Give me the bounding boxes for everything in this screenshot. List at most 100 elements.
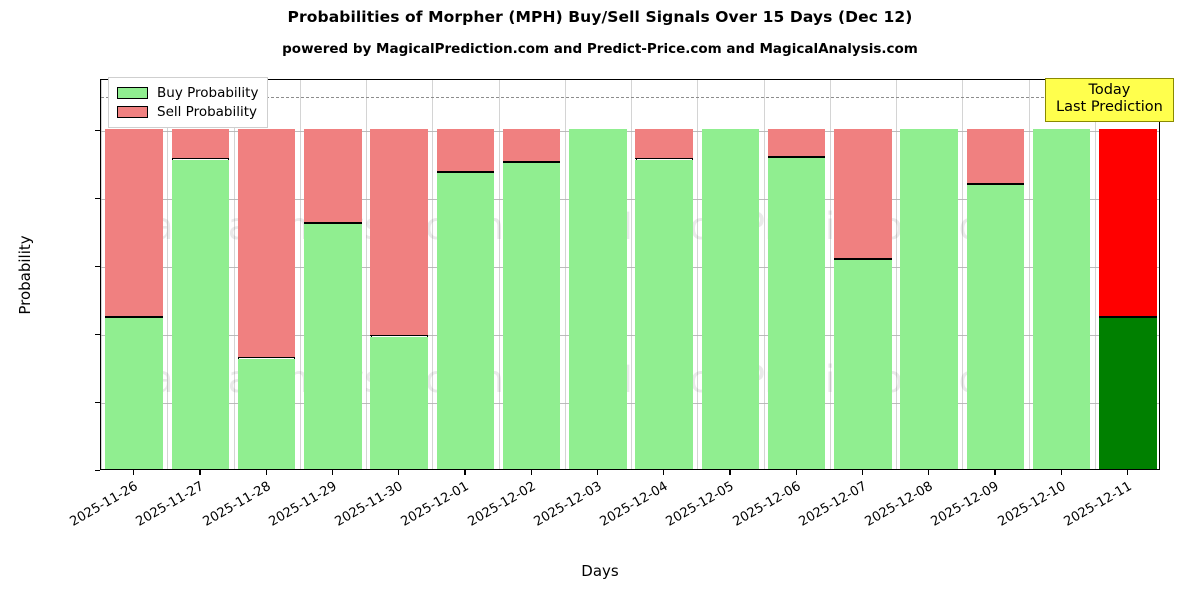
y-tick-mark-40: [95, 334, 100, 336]
bar-2025-11-27[interactable]: [171, 128, 230, 469]
gridline-y-80: [101, 199, 1159, 200]
legend-item-sell: Sell Probability: [117, 102, 258, 121]
bar-2025-12-11[interactable]: [1099, 128, 1157, 469]
bar-2025-11-30[interactable]: [370, 128, 428, 469]
x-tick-mark-2025-12-03: [596, 470, 599, 475]
bar-segment-buy: [900, 129, 958, 469]
gridline-x-9: [697, 80, 699, 469]
legend-label-buy: Buy Probability: [157, 84, 259, 101]
bar-segment-buy: [1032, 129, 1091, 469]
y-tick-mark-60: [95, 266, 100, 268]
bar-segment-sell: [767, 128, 826, 158]
plot-inner: MagicalAnalysis.comMagicalPrediction.com…: [101, 80, 1159, 469]
bar-segment-buy: [436, 173, 495, 469]
x-tick-mark-2025-12-01: [464, 470, 466, 475]
bar-segment-buy: [834, 260, 892, 469]
x-axis-label: Days: [581, 562, 619, 580]
bar-segment-sell: [105, 128, 163, 318]
bar-segment-divider: [834, 258, 892, 260]
y-tick-mark-80: [95, 198, 100, 200]
today-annotation-line1: Today: [1088, 82, 1131, 98]
bar-segment-buy: [767, 158, 826, 469]
gridline-y-20: [101, 403, 1159, 404]
bar-segment-buy: [237, 358, 296, 469]
chart-subtitle: powered by MagicalPrediction.com and Pre…: [282, 41, 918, 57]
gridline-x-12: [896, 80, 897, 469]
gridline-x-1: [167, 80, 169, 469]
bar-2025-11-28[interactable]: [237, 128, 296, 469]
gridline-y-100: [101, 131, 1159, 132]
bar-segment-divider: [966, 183, 1025, 185]
bar-segment-sell: [834, 128, 892, 260]
bar-2025-12-05[interactable]: [701, 129, 760, 469]
gridline-x-6: [498, 80, 500, 469]
bar-segment-divider: [436, 171, 495, 173]
bar-2025-12-08[interactable]: [900, 129, 958, 469]
threshold-line: [101, 97, 1159, 98]
chart-legend: Buy Probability Sell Probability: [108, 77, 269, 128]
bar-segment-sell: [635, 128, 693, 160]
gridline-x-7: [564, 80, 566, 469]
bar-segment-sell: [370, 128, 428, 337]
bar-segment-sell: [171, 128, 230, 160]
x-tick-mark-2025-12-06: [795, 470, 797, 475]
x-tick-mark-2025-12-11: [1126, 470, 1129, 475]
bar-segment-buy: [569, 129, 627, 469]
gridline-y-40: [101, 335, 1159, 336]
bar-2025-11-26[interactable]: [105, 128, 163, 469]
gridline-x-14: [1028, 80, 1030, 469]
bar-2025-12-09[interactable]: [966, 128, 1025, 469]
bar-segment-buy: [304, 224, 362, 469]
bar-segment-buy: [370, 336, 428, 469]
bar-segment-buy: [105, 317, 163, 469]
bar-segment-buy: [171, 159, 230, 469]
bar-segment-divider: [502, 161, 561, 163]
gridline-x-2: [233, 80, 235, 469]
x-tick-mark-2025-11-29: [331, 470, 334, 475]
bar-2025-12-01[interactable]: [436, 128, 495, 469]
bar-2025-12-03[interactable]: [569, 129, 627, 469]
today-annotation-line2: Last Prediction: [1056, 99, 1163, 116]
bar-2025-12-02[interactable]: [502, 128, 561, 469]
bar-segment-divider: [1099, 315, 1157, 318]
gridline-x-4: [366, 80, 367, 469]
gridline-x-0: [101, 80, 102, 469]
x-tick-mark-2025-12-08: [928, 470, 930, 475]
x-tick-mark-2025-11-27: [199, 470, 201, 475]
gridline-x-11: [829, 80, 831, 469]
gridline-x-8: [631, 80, 632, 469]
bar-segment-sell: [304, 128, 362, 224]
chart-title: Probabilities of Morpher (MPH) Buy/Sell …: [287, 8, 913, 26]
x-tick-mark-2025-11-28: [265, 470, 267, 475]
gridline-x-3: [299, 80, 301, 469]
bar-segment-buy: [701, 129, 760, 469]
bar-2025-11-29[interactable]: [304, 128, 362, 469]
bar-segment-sell: [502, 128, 561, 163]
y-axis-label-wrap: Probability: [12, 79, 38, 470]
bar-segment-sell: [237, 128, 296, 359]
bar-2025-12-10[interactable]: [1032, 129, 1091, 469]
legend-swatch-buy: [117, 86, 148, 99]
bar-2025-12-06[interactable]: [767, 128, 826, 469]
bar-segment-divider: [635, 157, 693, 160]
x-tick-mark-2025-11-26: [133, 470, 135, 475]
gridline-x-10: [763, 80, 765, 469]
gridline-y-60: [101, 267, 1159, 268]
bar-segment-sell: [966, 128, 1025, 185]
x-tick-mark-2025-12-04: [663, 470, 665, 475]
bar-segment-buy: [502, 163, 561, 469]
bar-segment-sell: [436, 128, 495, 173]
gridline-x-15: [1094, 80, 1096, 469]
x-tick-mark-2025-12-05: [729, 470, 731, 475]
bar-segment-divider: [237, 356, 296, 359]
bar-2025-12-04[interactable]: [635, 128, 693, 469]
bar-2025-12-07[interactable]: [834, 128, 892, 469]
bar-segment-divider: [105, 315, 163, 318]
gridline-x-5: [432, 80, 434, 469]
bar-segment-buy: [966, 185, 1025, 469]
bar-segment-sell: [1099, 128, 1157, 318]
y-tick-mark-0: [95, 470, 100, 472]
x-tick-mark-2025-12-02: [530, 470, 532, 475]
bar-segment-divider: [304, 222, 362, 224]
